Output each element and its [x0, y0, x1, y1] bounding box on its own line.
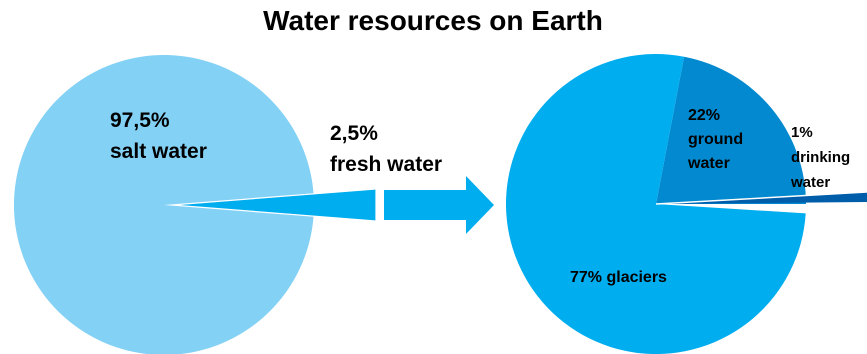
fresh-water-arrow — [384, 176, 494, 234]
fresh-water-slice — [180, 189, 376, 221]
pie-slice-97-5-salt-water — [14, 55, 314, 354]
drinking-water-label-line1: drinking — [791, 149, 850, 166]
ground-water-percent: 22% — [688, 107, 720, 124]
glaciers-label: 77% glaciers — [570, 269, 667, 286]
ground-water-label-line1: ground — [688, 131, 743, 148]
fresh-water-percent: 2,5% — [330, 122, 378, 145]
salt-water-label: salt water — [110, 140, 207, 163]
chart-title: Water resources on Earth — [263, 5, 603, 36]
slice-separator — [655, 191, 867, 205]
salt-water-percent: 97,5% — [110, 109, 170, 132]
pie-slice-22-ground-water — [656, 56, 806, 205]
drinking-water-percent: 1% — [791, 124, 813, 141]
drinking-water-label-line2: water — [790, 174, 830, 191]
salt-fresh-pie — [14, 55, 314, 354]
pie-slice-77-glaciers — [506, 54, 806, 354]
fresh-water-label: fresh water — [330, 153, 442, 176]
fresh-water-breakdown-pie — [506, 54, 867, 354]
ground-water-label-line2: water — [687, 155, 730, 172]
